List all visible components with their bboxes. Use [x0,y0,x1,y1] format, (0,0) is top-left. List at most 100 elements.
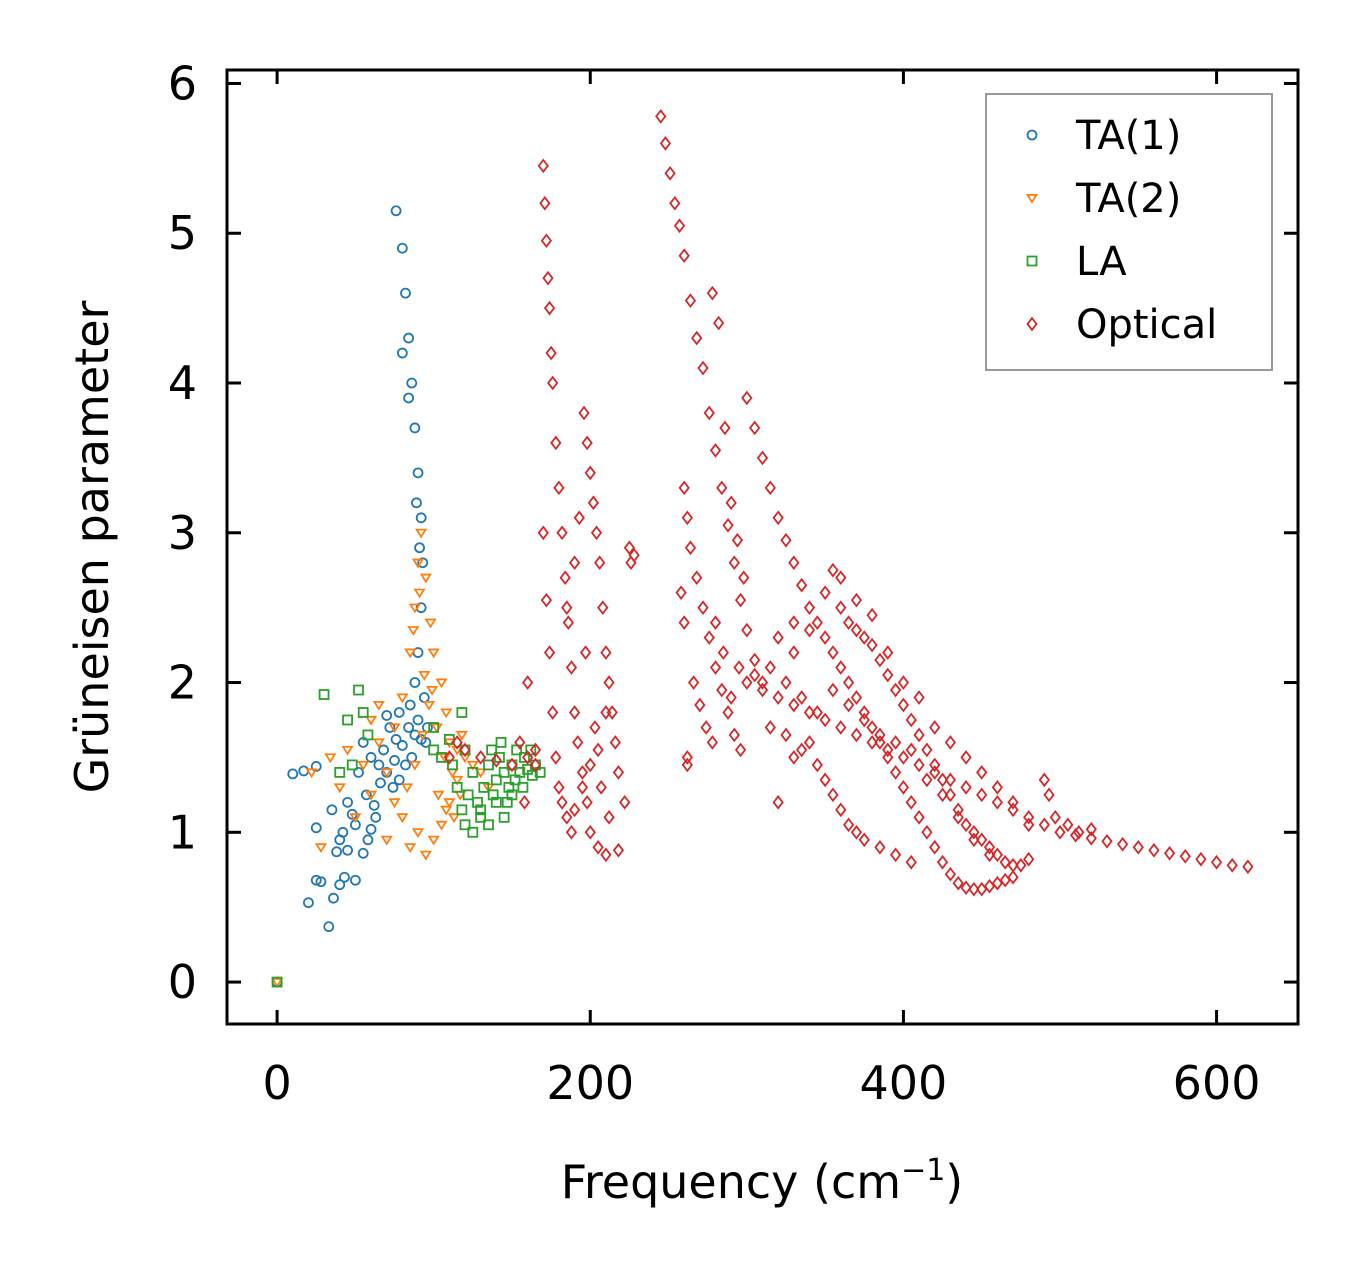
data-point [490,796,502,808]
data-point [459,742,471,758]
x-axis-label-superscript: −1 [901,1153,945,1188]
data-point [349,874,361,886]
data-point [655,109,667,124]
data-point [842,697,855,713]
data-point [1007,869,1019,885]
data-point [717,645,729,660]
data-point [1163,845,1176,861]
legend-label: TA(1) [1075,113,1181,159]
data-point [858,705,870,720]
data-point [412,467,424,479]
data-point [287,768,299,780]
data-point [427,648,440,659]
data-point [420,737,432,748]
data-point [353,766,364,778]
data-point [606,705,618,720]
y-axis-ticks: 0 1 2 3 4 5 6 [168,56,1298,1009]
data-point [968,832,980,848]
data-point [835,720,847,735]
data-point [521,750,534,765]
data-point [573,510,585,526]
data-point [952,802,964,818]
series-ta-1 [271,205,433,988]
data-point [1070,827,1082,843]
data-point [905,712,917,728]
data-point [331,846,343,858]
data-point [741,622,753,638]
data-point [772,795,784,810]
data-point [612,842,625,858]
data-point [413,588,426,599]
data-point [835,600,847,615]
data-point [905,795,917,810]
data-point [703,405,715,421]
data-point [681,757,693,773]
data-point [425,685,439,696]
data-point [929,720,941,735]
legend-marker [1025,193,1039,204]
data-point [905,854,917,870]
data-point [1049,809,1061,825]
data-point [404,699,416,711]
data-point [310,874,322,886]
data-point [451,775,464,786]
data-point [694,697,706,713]
legend-item: Optical [1026,302,1217,348]
data-point [1038,817,1050,833]
data-point [597,600,609,615]
data-point [850,592,863,608]
data-point [1054,824,1066,840]
data-point [339,871,350,883]
data-point [436,752,447,763]
data-point [1195,851,1207,867]
data-point [545,345,557,361]
data-point [435,678,448,689]
data-point [944,787,957,803]
data-point [341,745,354,756]
data-point [419,573,432,584]
data-point [595,780,607,795]
data-point [419,850,432,861]
data-point [403,392,415,404]
data-point [603,675,615,690]
data-point [415,512,427,524]
data-point [866,607,878,623]
data-point [303,897,314,909]
data-point [1023,817,1035,833]
data-point [623,540,636,556]
data-point [1073,824,1085,840]
data-point [952,809,964,825]
x-axis-label: Frequency (cm−1) [561,1153,964,1209]
data-point [393,707,405,718]
data-point [850,690,863,705]
data-point [882,645,894,660]
data-point [440,708,453,719]
data-point [270,978,284,988]
data-point [764,480,776,496]
data-point [850,622,863,638]
data-point [498,811,510,823]
data-point [333,783,346,794]
data-point [850,727,863,743]
data-point [390,734,402,745]
data-point [960,817,972,833]
data-point [874,652,886,668]
data-point [1023,851,1035,867]
data-point [428,722,440,733]
data-point [1242,859,1254,875]
data-point [404,648,417,659]
data-point [1179,848,1191,864]
data-point [372,700,386,711]
data-point [556,525,568,541]
data-point [944,735,957,750]
data-point [858,712,870,728]
data-point [514,735,526,750]
data-point [913,690,925,705]
y-tick-label: 1 [168,805,197,859]
y-tick-label: 4 [168,356,197,410]
data-point [811,705,823,720]
data-point [882,750,894,765]
data-point [378,744,389,756]
data-point [353,684,364,696]
data-point [349,813,362,824]
